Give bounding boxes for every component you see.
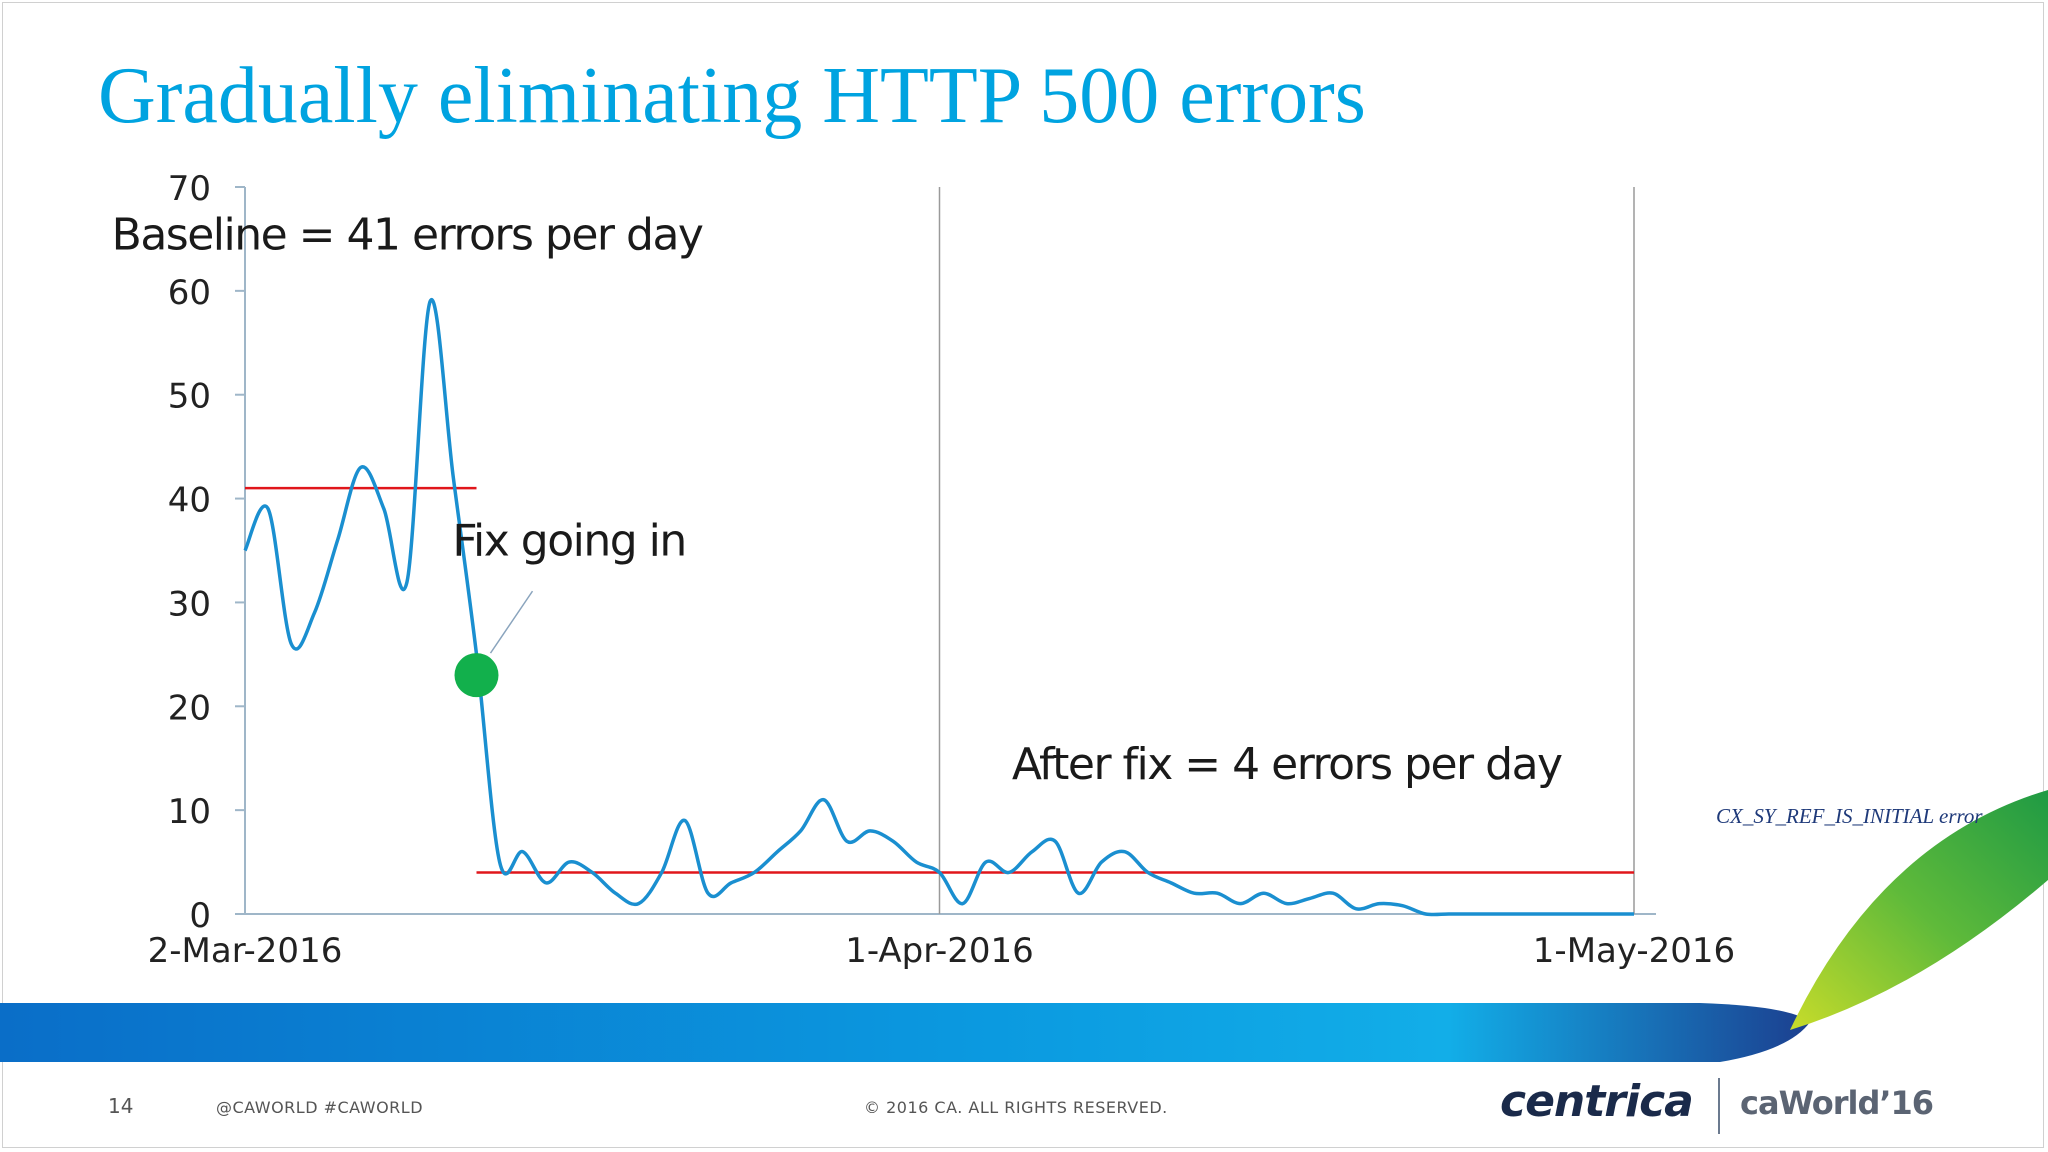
y-tick-label: 40 bbox=[168, 481, 211, 521]
y-tick-label: 70 bbox=[168, 169, 211, 209]
reference-lines bbox=[245, 486, 1634, 874]
x-tick-label: 1-May-2016 bbox=[1533, 931, 1735, 971]
centrica-logo: centrica bbox=[1500, 1076, 1694, 1127]
x-tick-label: 1-Apr-2016 bbox=[845, 931, 1034, 971]
fix-marker bbox=[454, 653, 499, 698]
chart-axes: 0 10 20 30 40 50 60 70 2-Mar-2016 1-Apr-2016 1-May… bbox=[148, 169, 1736, 971]
caworld-logo: caWorld’16 bbox=[1740, 1084, 1934, 1122]
slide-title: Gradually eliminating HTTP 500 errors bbox=[98, 52, 1366, 140]
baseline-annotation: Baseline = 41 errors per day bbox=[112, 209, 703, 260]
after-fix-annotation: After fix = 4 errors per day bbox=[1012, 739, 1562, 790]
fix-marker-leader bbox=[489, 590, 534, 654]
y-tick-label: 50 bbox=[168, 377, 211, 417]
chart-markers bbox=[454, 590, 534, 698]
x-tick-label: 2-Mar-2016 bbox=[148, 931, 343, 971]
footer-band bbox=[0, 1003, 1810, 1062]
y-tick-label: 20 bbox=[168, 688, 211, 728]
y-tick-label: 60 bbox=[168, 273, 211, 313]
stray-error-text: CX_SY_REF_IS_INITIAL error bbox=[1716, 804, 1983, 828]
fix-annotation: Fix going in bbox=[452, 516, 685, 567]
series-line bbox=[243, 297, 1634, 917]
chart-series bbox=[243, 297, 1634, 917]
page-number: 14 bbox=[108, 1094, 134, 1118]
leaf-swoosh-shape bbox=[1790, 790, 2048, 1030]
y-tick-label: 0 bbox=[189, 896, 211, 936]
logo-divider bbox=[1718, 1078, 1720, 1134]
social-hashtags: @CAWORLD #CAWORLD bbox=[216, 1098, 424, 1117]
copyright: © 2016 CA. ALL RIGHTS RESERVED. bbox=[864, 1098, 1168, 1117]
chart-gridlines bbox=[938, 187, 1635, 914]
y-tick-label: 10 bbox=[168, 792, 211, 832]
y-tick-label: 30 bbox=[168, 584, 211, 624]
chart-labels: Baseline = 41 errors per day Fix going in… bbox=[112, 209, 1564, 790]
